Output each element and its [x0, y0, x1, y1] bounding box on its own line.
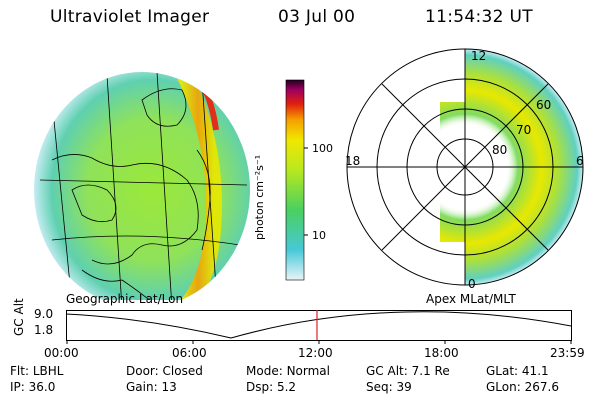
colorbar-tick-10: 10 — [312, 229, 326, 242]
lat-lon-grid — [39, 72, 248, 300]
status-door: Door: Closed — [126, 364, 203, 378]
mlat-label-80: 80 — [492, 143, 507, 157]
date-readout: 03 Jul 00 — [278, 7, 356, 27]
timeline-x-tick-1800: 18:00 — [424, 346, 459, 360]
colorbar-gradient — [285, 79, 305, 281]
mlat-label-60: 60 — [536, 98, 551, 112]
geographic-auroral-map — [34, 72, 250, 300]
status-mode: Mode: Normal — [246, 364, 330, 378]
mlt-label-18: 18 — [345, 154, 360, 168]
altitude-curve — [66, 311, 572, 339]
status-glon: GLon: 267.6 — [486, 380, 559, 394]
right-plot-caption: Apex MLat/MLT — [426, 292, 516, 306]
timeline-x-tick-0600: 06:00 — [172, 346, 207, 360]
status-gc-alt: GC Alt: 7.1 Re — [366, 364, 450, 378]
status-gain: Gain: 13 — [126, 380, 177, 394]
mlat-label-70: 70 — [516, 123, 531, 137]
timeline-x-tick-1200: 12:00 — [298, 346, 333, 360]
status-seq: Seq: 39 — [366, 380, 412, 394]
altitude-timeline-plot — [66, 310, 572, 344]
auroral-oval-band — [174, 72, 222, 300]
image-title: Ultraviolet Imager — [50, 7, 210, 27]
colorbar-tick-100: 100 — [312, 142, 333, 155]
mlt-label-0: 0 — [468, 277, 476, 291]
intensity-colorbar — [285, 79, 308, 281]
left-map-caption: Geographic Lat/Lon — [66, 292, 184, 306]
status-flt: Flt: LBHL — [10, 364, 64, 378]
colorbar-unit-label: photon cm⁻²s⁻¹ — [253, 154, 266, 240]
timeline-y-tick-low: 1.8 — [34, 323, 54, 337]
earth-disk — [34, 72, 250, 300]
timeline-ticks — [66, 340, 572, 344]
timeline-x-tick-0000: 00:00 — [44, 346, 79, 360]
timeline-y-tick-high: 9.0 — [34, 307, 54, 321]
status-glat: GLat: 41.1 — [486, 364, 549, 378]
mlt-label-12: 12 — [471, 49, 486, 63]
mlt-label-6: 6 — [576, 154, 584, 168]
timeline-y-label: GC Alt — [12, 298, 26, 336]
status-dsp: Dsp: 5.2 — [246, 380, 297, 394]
polar-grid — [346, 48, 584, 286]
polar-mlat-mlt-plot: 12 18 6 0 60 70 80 — [345, 48, 584, 291]
time-readout: 11:54:32 UT — [425, 7, 533, 27]
timeline-x-tick-2359: 23:59 — [550, 346, 585, 360]
status-ip: IP: 36.0 — [10, 380, 56, 394]
